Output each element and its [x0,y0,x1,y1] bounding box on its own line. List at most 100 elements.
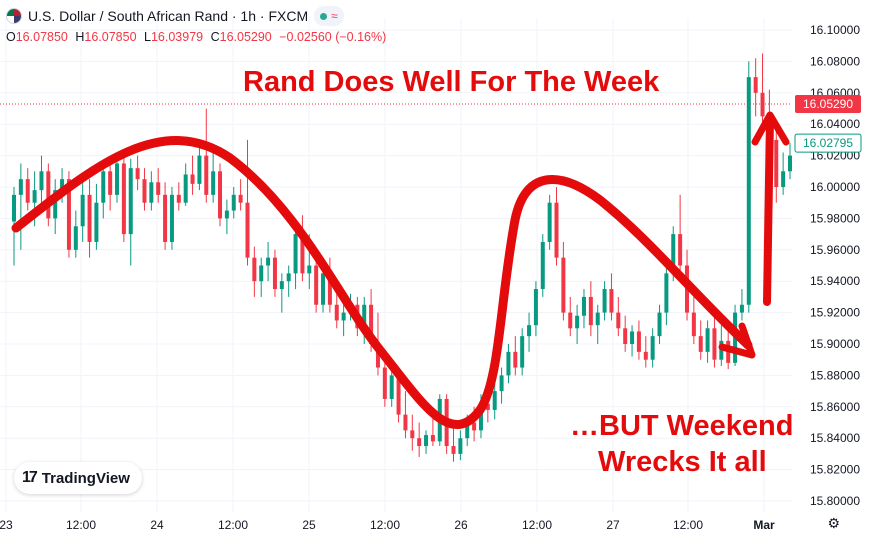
candle-body [259,265,264,282]
candle-body [115,163,120,195]
candle-body [602,289,607,313]
candle-body [540,241,545,290]
tradingview-badge[interactable]: 17 TradingView [14,462,142,494]
x-tick-label: 12:00 [66,518,96,532]
candle-body [478,403,483,431]
candle [636,320,641,360]
candle [705,320,710,363]
candle [53,179,58,235]
candle [430,414,435,447]
candle [115,155,120,203]
candle [259,257,264,297]
candle [664,265,669,326]
candle [533,281,538,337]
candle [211,147,216,203]
y-tick-label: 16.10000 [810,23,860,37]
candle-body [12,194,16,222]
candle [245,139,250,266]
candle [204,108,209,203]
candle-body [245,202,250,258]
candle-body [430,435,435,442]
candle-body [60,179,65,191]
symbol-title[interactable]: U.S. Dollar / South African Rand · 1h · … [28,8,309,24]
low-label: L [144,30,151,44]
candle [149,171,154,211]
trend-curve [11,136,753,429]
candle-body [739,304,744,313]
candle-body [465,422,470,439]
candle [197,147,202,191]
candle [266,241,271,282]
candle-body [382,367,387,399]
candle-body [389,375,394,399]
candle [18,163,23,250]
candle [760,53,765,133]
candlesticks [12,53,792,462]
candle-body [678,234,683,266]
candle [575,304,580,344]
candle-body [80,194,85,227]
settings-gear-icon[interactable]: ⚙ [827,515,840,531]
candle [568,296,573,337]
y-tick-label: 15.92000 [810,306,860,320]
candle-body [369,304,374,344]
y-tick-label: 16.08000 [810,54,860,68]
candle-body [568,312,573,329]
candle [623,315,628,352]
candle [788,143,792,180]
candle [39,155,44,203]
candle-body [774,139,779,187]
candle-body [293,234,298,274]
candle [588,281,593,337]
candle-body [18,179,23,195]
candle-body [135,168,140,180]
footnote-annotation-line2: Wrecks It all [598,446,767,478]
candle-body [46,171,51,219]
candle [25,168,30,211]
candle-body [327,273,332,305]
x-axis-labels: 23 12:00 24 12:00 25 12:00 26 12:00 27 12:00 Mar [0,518,775,532]
candle [520,328,525,376]
market-status-pill[interactable]: ≈ [314,6,344,26]
candle-body [341,312,346,321]
candle-body [424,435,429,447]
candle-body [32,190,37,203]
candle [176,182,181,211]
candle-body [190,174,195,184]
candle-body [650,336,655,360]
candle-body [53,190,58,219]
candle [321,265,326,313]
candle-body [272,257,277,290]
candle [101,163,106,219]
y-tick-label: 15.94000 [810,274,860,288]
candle [616,296,621,337]
candle [327,257,332,313]
candle [341,304,346,337]
candle-body [238,194,243,203]
high-label: H [75,30,85,44]
candle [238,179,243,211]
candle-body [183,174,188,203]
candle-body [39,171,44,191]
candle [224,199,229,235]
candle-body [279,281,284,290]
candle [781,152,786,195]
y-tick-label: 16.04000 [810,117,860,131]
candle [451,425,456,462]
candle [218,163,223,227]
candle-body [218,171,223,219]
candle-body [176,194,181,203]
y-axis-labels: 15.80000 15.82000 15.84000 15.86000 15.88000… [810,23,860,508]
x-tick-label: 12:00 [218,518,248,532]
candle-body [300,234,305,274]
candle [554,187,559,266]
current-price-label: 16.05290 [803,97,853,111]
candle [46,163,51,227]
candle [293,226,298,290]
x-tick-label: 12:00 [522,518,552,532]
candle [650,328,655,368]
candle [279,273,284,313]
candle-body [533,289,538,326]
candle-body [156,182,161,195]
